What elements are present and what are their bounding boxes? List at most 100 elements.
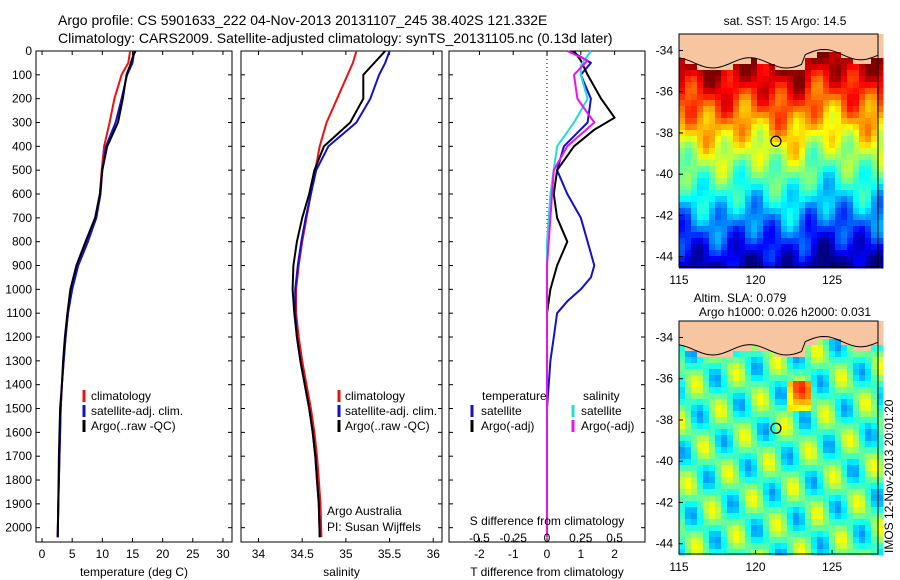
sst-cell [847, 166, 854, 173]
sst-cell [763, 88, 770, 95]
sla-cell [781, 363, 788, 370]
sla-cell [871, 393, 878, 400]
sst-cell [733, 256, 740, 263]
salinity-profile-panel: 34 34.5 35 35.5 36salinityclimatologysatelli… [240, 50, 443, 579]
sla-cell [763, 381, 770, 388]
sla-cell [727, 327, 734, 334]
sst-cell [835, 124, 842, 131]
sst-cell [871, 172, 878, 179]
sst-cell [871, 94, 878, 101]
sst-cell [757, 70, 764, 77]
sst-cell [877, 208, 884, 215]
sst-cell [697, 166, 704, 173]
sla-cell [721, 489, 728, 496]
sla-cell [739, 363, 746, 370]
sla-cell [781, 423, 788, 430]
sst-cell [763, 112, 770, 119]
sla-cell [697, 459, 704, 466]
sst-cell [859, 172, 866, 179]
sst-cell [829, 124, 836, 131]
sla-cell [697, 423, 704, 430]
sst-cell [847, 244, 854, 251]
sst-cell [679, 202, 686, 209]
legend-label: climatology [345, 389, 405, 403]
sst-cell [769, 64, 776, 71]
sst-cell [691, 160, 698, 167]
sla-cell [775, 405, 782, 412]
sla-cell [733, 333, 740, 340]
y-tick-label: 1000 [5, 282, 32, 296]
sla-cell [799, 321, 806, 328]
sst-cell [757, 262, 764, 269]
sla-cell [877, 537, 884, 544]
legend-label: Argo(-adj) [581, 419, 634, 433]
sst-cell [853, 184, 860, 191]
sst-cell [697, 112, 704, 119]
sla-cell [751, 393, 758, 400]
sst-cell [823, 52, 830, 59]
series-line [546, 50, 616, 538]
sst-cell [727, 256, 734, 263]
sla-cell [865, 375, 872, 382]
sst-cell [787, 178, 794, 185]
sla-cell [835, 441, 842, 448]
sla-cell [835, 411, 842, 418]
sla-cell [751, 405, 758, 412]
sla-cell [847, 327, 854, 334]
sst-cell [703, 238, 710, 245]
sla-cell [829, 417, 836, 424]
sla-cell [709, 507, 716, 514]
x-tick-label: 125 [822, 560, 842, 574]
legend-label: satellite-adj. clim. [91, 404, 183, 418]
sst-cell [799, 190, 806, 197]
sla-cell [769, 357, 776, 364]
sla-cell [871, 363, 878, 370]
sst-cell [811, 184, 818, 191]
sla-cell [793, 459, 800, 466]
sla-cell [835, 435, 842, 442]
sst-cell [835, 238, 842, 245]
sst-cell [775, 40, 782, 47]
sla-cell [835, 375, 842, 382]
sst-cell [739, 244, 746, 251]
sst-cell [823, 244, 830, 251]
sla-cell [679, 327, 686, 334]
sst-cell [811, 172, 818, 179]
sla-cell [781, 345, 788, 352]
sla-cell [865, 423, 872, 430]
sst-cell [835, 88, 842, 95]
sst-cell [817, 88, 824, 95]
sla-cell [733, 483, 740, 490]
sst-cell [799, 154, 806, 161]
sst-cell [811, 94, 818, 101]
sla-cell [847, 525, 854, 532]
sst-cell [709, 250, 716, 257]
sst-cell [799, 226, 806, 233]
sst-cell [715, 214, 722, 221]
sla-cell [853, 519, 860, 526]
sst-cell [823, 184, 830, 191]
sst-cell [745, 226, 752, 233]
sst-cell [739, 52, 746, 59]
sst-cell [757, 94, 764, 101]
sst-cell [691, 106, 698, 113]
sst-cell [715, 184, 722, 191]
sla-cell [865, 381, 872, 388]
sla-cell [739, 399, 746, 406]
sla-cell [799, 495, 806, 502]
sst-cell [727, 244, 734, 251]
sla-cell [751, 471, 758, 478]
sla-cell [769, 453, 776, 460]
sla-cell [805, 411, 812, 418]
sla-cell [757, 327, 764, 334]
sla-cell [787, 363, 794, 370]
sla-cell [871, 441, 878, 448]
sla-cell [811, 483, 818, 490]
sst-cell [835, 148, 842, 155]
sla-cell [787, 459, 794, 466]
sst-cell [679, 190, 686, 197]
sst-cell [739, 172, 746, 179]
y-tick-label: -34 [656, 330, 674, 344]
sst-cell [727, 94, 734, 101]
sst-cell [811, 148, 818, 155]
